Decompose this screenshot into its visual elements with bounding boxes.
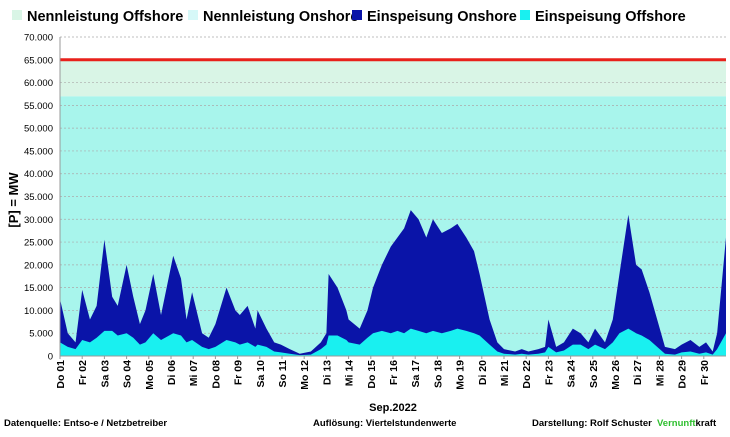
y-tick-label: 45.000 [24, 146, 53, 157]
legend-label: Einspeisung Onshore [367, 9, 517, 25]
legend-swatch [520, 10, 530, 20]
footer-author: Darstellung: Rolf Schuster [532, 418, 652, 429]
x-tick-label: Sa 03 [99, 360, 111, 388]
x-tick-label: Do 22 [521, 360, 533, 389]
legend-label: Einspeisung Offshore [535, 9, 686, 25]
x-tick-label: Mo 26 [610, 360, 622, 390]
y-tick-label: 5.000 [29, 329, 53, 340]
x-tick-label: Mo 05 [144, 360, 156, 390]
x-tick-label: Mo 19 [455, 360, 467, 390]
y-tick-label: 65.000 [24, 55, 53, 66]
x-tick-label: Fr 09 [233, 360, 245, 385]
x-axis-title: Sep.2022 [369, 402, 417, 414]
x-tick-label: So 04 [122, 360, 134, 388]
x-tick-label: Do 29 [677, 360, 689, 389]
y-tick-label: 0 [48, 352, 53, 363]
y-tick-label: 70.000 [24, 33, 53, 44]
x-tick-label: Di 06 [166, 360, 178, 385]
y-tick-label: 15.000 [24, 283, 53, 294]
footer-source: Datenquelle: Entso-e / Netzbetreiber [4, 418, 167, 429]
x-tick-label: Sa 17 [410, 360, 422, 388]
x-tick-label: Fr 02 [77, 360, 89, 385]
y-tick-label: 20.000 [24, 260, 53, 271]
y-axis-title: [P] = MW [6, 172, 21, 228]
x-tick-label: Mi 28 [654, 360, 666, 386]
brand-green: Vernunft [657, 418, 696, 429]
x-tick-label: Di 20 [477, 360, 489, 385]
x-tick-label: Fr 16 [388, 360, 400, 385]
einspeisung-onshore-area [60, 210, 726, 356]
x-tick-label: Do 15 [366, 360, 378, 389]
y-tick-label: 30.000 [24, 215, 53, 226]
y-tick-label: 35.000 [24, 192, 53, 203]
x-tick-label: Sa 24 [566, 360, 578, 388]
legend-label: Nennleistung Offshore [27, 9, 183, 25]
y-tick-label: 55.000 [24, 101, 53, 112]
legend-swatch [352, 10, 362, 20]
x-tick-label: Di 13 [321, 360, 333, 385]
x-tick-label: So 18 [432, 360, 444, 388]
x-tick-label: Mi 21 [499, 360, 511, 386]
legend: Nennleistung Offshore Nennleistung Onshor… [12, 9, 686, 25]
y-tick-label: 10.000 [24, 306, 53, 317]
x-tick-label: Do 01 [55, 360, 67, 389]
brand-logo: Vernunftkraft [657, 418, 717, 429]
x-tick-label: Mo 12 [299, 360, 311, 390]
footer-resolution: Auflösung: Viertelstundenwerte [313, 418, 456, 429]
einspeisung-offshore-area [60, 328, 726, 356]
x-tick-label: Mi 07 [188, 360, 200, 386]
brand-black: kraft [696, 418, 717, 429]
x-tick-label: So 25 [588, 360, 600, 388]
x-tick-label: So 11 [277, 360, 289, 388]
x-tick-label: Sa 10 [255, 360, 267, 388]
axes: 0 5.000 10.000 15.000 20.000 25.000 30.000 35.0… [24, 33, 726, 390]
y-tick-label: 50.000 [24, 124, 53, 135]
legend-label: Nennleistung Onshore [203, 9, 359, 25]
x-tick-label: Do 08 [210, 360, 222, 389]
y-tick-label: 25.000 [24, 238, 53, 249]
legend-swatch [12, 10, 22, 20]
nennleistung-offshore-area [60, 59, 726, 97]
x-tick-label: Mi 14 [344, 360, 356, 386]
feed-in-areas [60, 58, 726, 356]
y-tick-label: 40.000 [24, 169, 53, 180]
x-tick-label: Fr 23 [543, 360, 555, 385]
y-tick-label: 60.000 [24, 78, 53, 89]
legend-swatch [188, 10, 198, 20]
x-tick-label: Di 27 [632, 360, 644, 385]
x-tick-label: Fr 30 [699, 360, 711, 385]
